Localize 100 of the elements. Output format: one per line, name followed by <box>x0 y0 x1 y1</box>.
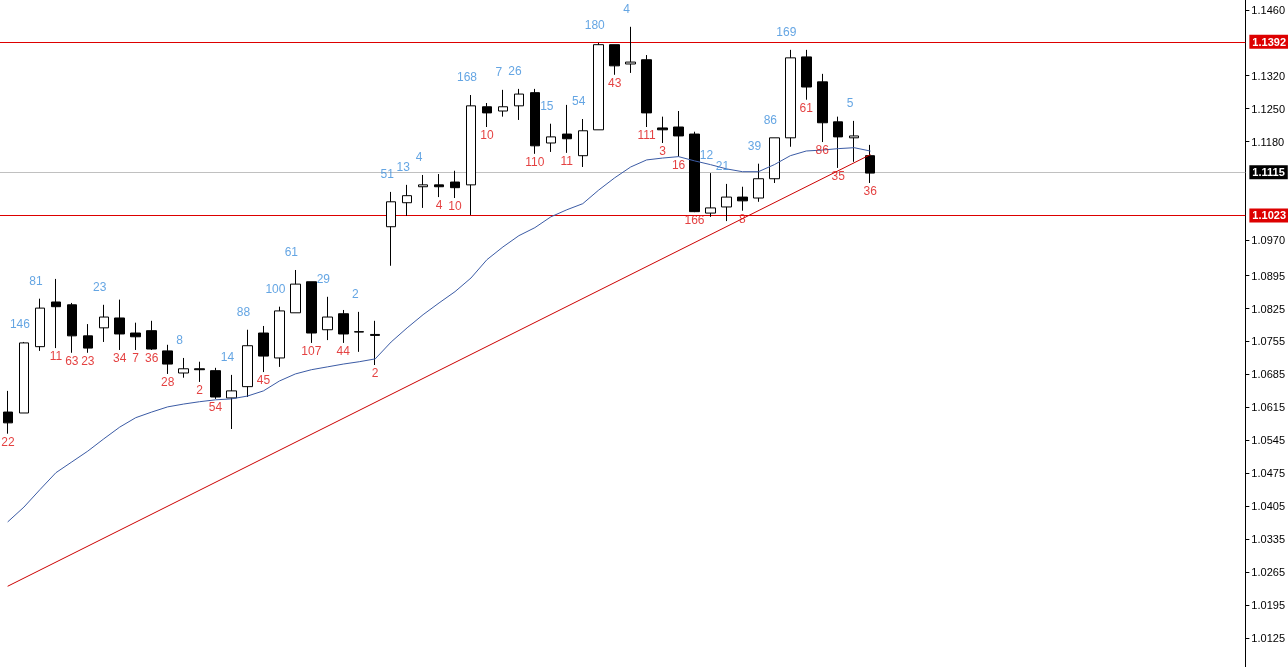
candlestick <box>99 304 109 343</box>
candlestick <box>258 325 269 373</box>
candlestick <box>593 42 604 131</box>
text: 2 <box>351 286 359 301</box>
text: 10 <box>480 128 494 142</box>
candlestick <box>306 281 317 344</box>
text: 168 <box>456 70 478 85</box>
y-tick-label: 1.0265 <box>1251 565 1286 578</box>
y-tick-label: 1.1250 <box>1251 102 1286 115</box>
text: 35 <box>831 168 845 183</box>
candlestick <box>67 302 77 354</box>
candlestick <box>769 137 780 184</box>
text: 10 <box>448 199 462 214</box>
candlestick <box>562 104 572 154</box>
candlestick <box>114 299 125 351</box>
text: 29 <box>316 271 330 286</box>
y-tick-label: 1.0970 <box>1251 234 1286 247</box>
text: 54 <box>572 94 586 109</box>
candlestick <box>338 309 349 344</box>
candlestick <box>434 173 444 198</box>
candlestick <box>162 344 173 375</box>
y-tick-label: 1.0825 <box>1251 302 1286 315</box>
candlestick <box>35 298 45 352</box>
candlestick <box>849 120 859 163</box>
candlestick <box>418 174 428 209</box>
text: 88 <box>236 304 251 319</box>
text: 2 <box>371 366 379 381</box>
y-tick-label: 1.0685 <box>1251 368 1286 381</box>
text: 28 <box>160 374 175 389</box>
y-tick-label: 1.0475 <box>1251 467 1286 480</box>
y-tick-label: 1.0615 <box>1251 401 1286 414</box>
text: 36 <box>145 350 159 365</box>
text: 4 <box>435 198 443 213</box>
y-tick-label: 1.1460 <box>1251 3 1286 16</box>
text: 23 <box>81 353 95 368</box>
text: 61 <box>799 100 813 115</box>
candlestick <box>801 49 812 101</box>
text: 15 <box>540 98 554 113</box>
candlestick <box>753 163 764 203</box>
candlestick <box>466 94 476 216</box>
candlestick <box>290 269 301 314</box>
candlestick <box>817 73 828 143</box>
candlestick <box>578 118 588 168</box>
candlestick <box>705 172 716 218</box>
candlestick <box>3 390 13 435</box>
candlestick <box>51 278 61 349</box>
text: 169 <box>776 24 797 39</box>
text: 180 <box>584 17 605 32</box>
text: 36 <box>863 183 877 198</box>
text: 100 <box>265 281 286 296</box>
y-tick-label: 1.0405 <box>1251 500 1286 513</box>
candlestick <box>482 102 492 128</box>
text: 11 <box>49 349 63 364</box>
candlestick <box>130 322 141 351</box>
text: 111 <box>637 128 656 142</box>
text: 22 <box>1 434 15 449</box>
candlestick <box>833 116 843 169</box>
candlestick <box>226 374 237 430</box>
candlestick <box>514 88 524 121</box>
ref-line-label: 1.1115 <box>1252 166 1285 179</box>
candlestick <box>146 320 157 351</box>
ref-line-label: 1.1392 <box>1252 35 1287 48</box>
candlestick <box>450 170 460 199</box>
candlestick <box>498 89 508 118</box>
text: 43 <box>608 75 622 90</box>
candlestick <box>19 341 29 414</box>
candlestick <box>354 311 364 353</box>
candlestick <box>721 183 732 222</box>
y-tick-label: 1.0125 <box>1251 631 1286 644</box>
text: 51 <box>380 166 394 181</box>
candlestick <box>178 357 189 379</box>
candlestick <box>689 131 700 213</box>
candlestick <box>737 186 748 212</box>
candlestick <box>785 49 796 148</box>
candlestick <box>242 329 253 398</box>
y-tick-label: 1.0195 <box>1251 598 1286 611</box>
candlestick <box>865 144 875 184</box>
candlestick <box>386 191 396 267</box>
text: 14 <box>220 349 235 364</box>
text: 107 <box>301 343 322 358</box>
text: 34 <box>113 350 127 365</box>
candlestick <box>210 367 221 400</box>
text: 54 <box>208 399 223 414</box>
text: 5 <box>846 95 854 110</box>
candlestick <box>641 54 652 128</box>
text: 13 <box>396 159 410 174</box>
candlestick <box>530 88 540 155</box>
text: 11 <box>560 153 574 168</box>
text: 4 <box>415 149 423 164</box>
candlestick <box>546 123 556 153</box>
text: 146 <box>9 316 30 331</box>
text: 44 <box>336 343 350 358</box>
text: 4 <box>623 1 630 16</box>
candlestick <box>625 26 636 74</box>
text: 110 <box>525 154 545 169</box>
y-tick-label: 1.0335 <box>1251 533 1286 546</box>
text: 12 <box>699 148 714 163</box>
text: 45 <box>256 373 271 388</box>
text: 39 <box>747 138 762 153</box>
text: 16 <box>671 157 686 172</box>
